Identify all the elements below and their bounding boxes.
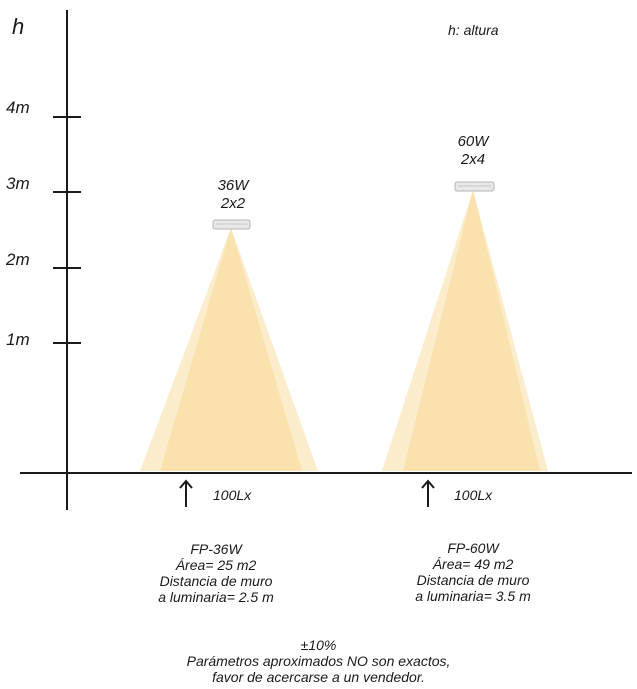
luminaire-config: 2x4 <box>460 151 486 168</box>
legend-text: h: altura <box>448 22 499 38</box>
luminaire-label-36w: 36W 2x2 <box>188 177 278 213</box>
info-line: a luminaria= 3.5 m <box>415 588 531 604</box>
tick-label-4m: 4m <box>6 98 30 117</box>
info-block-36w: FP-36W Área= 25 m2 Distancia de muro a l… <box>106 541 326 605</box>
info-line: FP-36W <box>190 541 242 557</box>
info-line: Área= 25 m2 <box>175 557 257 573</box>
info-line: Área= 49 m2 <box>432 556 514 572</box>
fixture-36w <box>212 219 251 230</box>
luminaire-config: 2x2 <box>220 195 246 212</box>
disclaimer-line: favor de acercarse a un vendedor. <box>212 669 425 685</box>
disclaimer-line: Parámetros aproximados NO son exactos, <box>186 653 451 669</box>
tick-label-2m: 2m <box>6 250 30 269</box>
lux-label-36w: 100Lx <box>213 487 252 503</box>
lux-label-60w: 100Lx <box>454 487 493 503</box>
luminaire-watts: 60W <box>457 133 489 150</box>
luminaire-label-60w: 60W 2x4 <box>428 133 518 169</box>
info-line: FP-60W <box>447 540 499 556</box>
info-line: a luminaria= 2.5 m <box>158 589 274 605</box>
disclaimer: ±10% Parámetros aproximados NO son exact… <box>0 637 637 685</box>
axis-title: h <box>12 14 25 39</box>
tick-label-1m: 1m <box>6 330 30 349</box>
up-arrow-icon <box>421 479 435 507</box>
tick-label-3m: 3m <box>6 174 30 193</box>
info-block-60w: FP-60W Área= 49 m2 Distancia de muro a l… <box>363 540 583 604</box>
info-line: Distancia de muro <box>416 572 530 588</box>
fixture-60w <box>454 181 495 192</box>
light-cone-inner-36w <box>160 228 302 471</box>
light-cone-inner-60w <box>403 190 540 471</box>
disclaimer-tolerance: ±10% <box>300 637 337 653</box>
up-arrow-icon <box>179 479 193 507</box>
info-line: Distancia de muro <box>159 573 273 589</box>
luminaire-watts: 36W <box>217 177 249 194</box>
